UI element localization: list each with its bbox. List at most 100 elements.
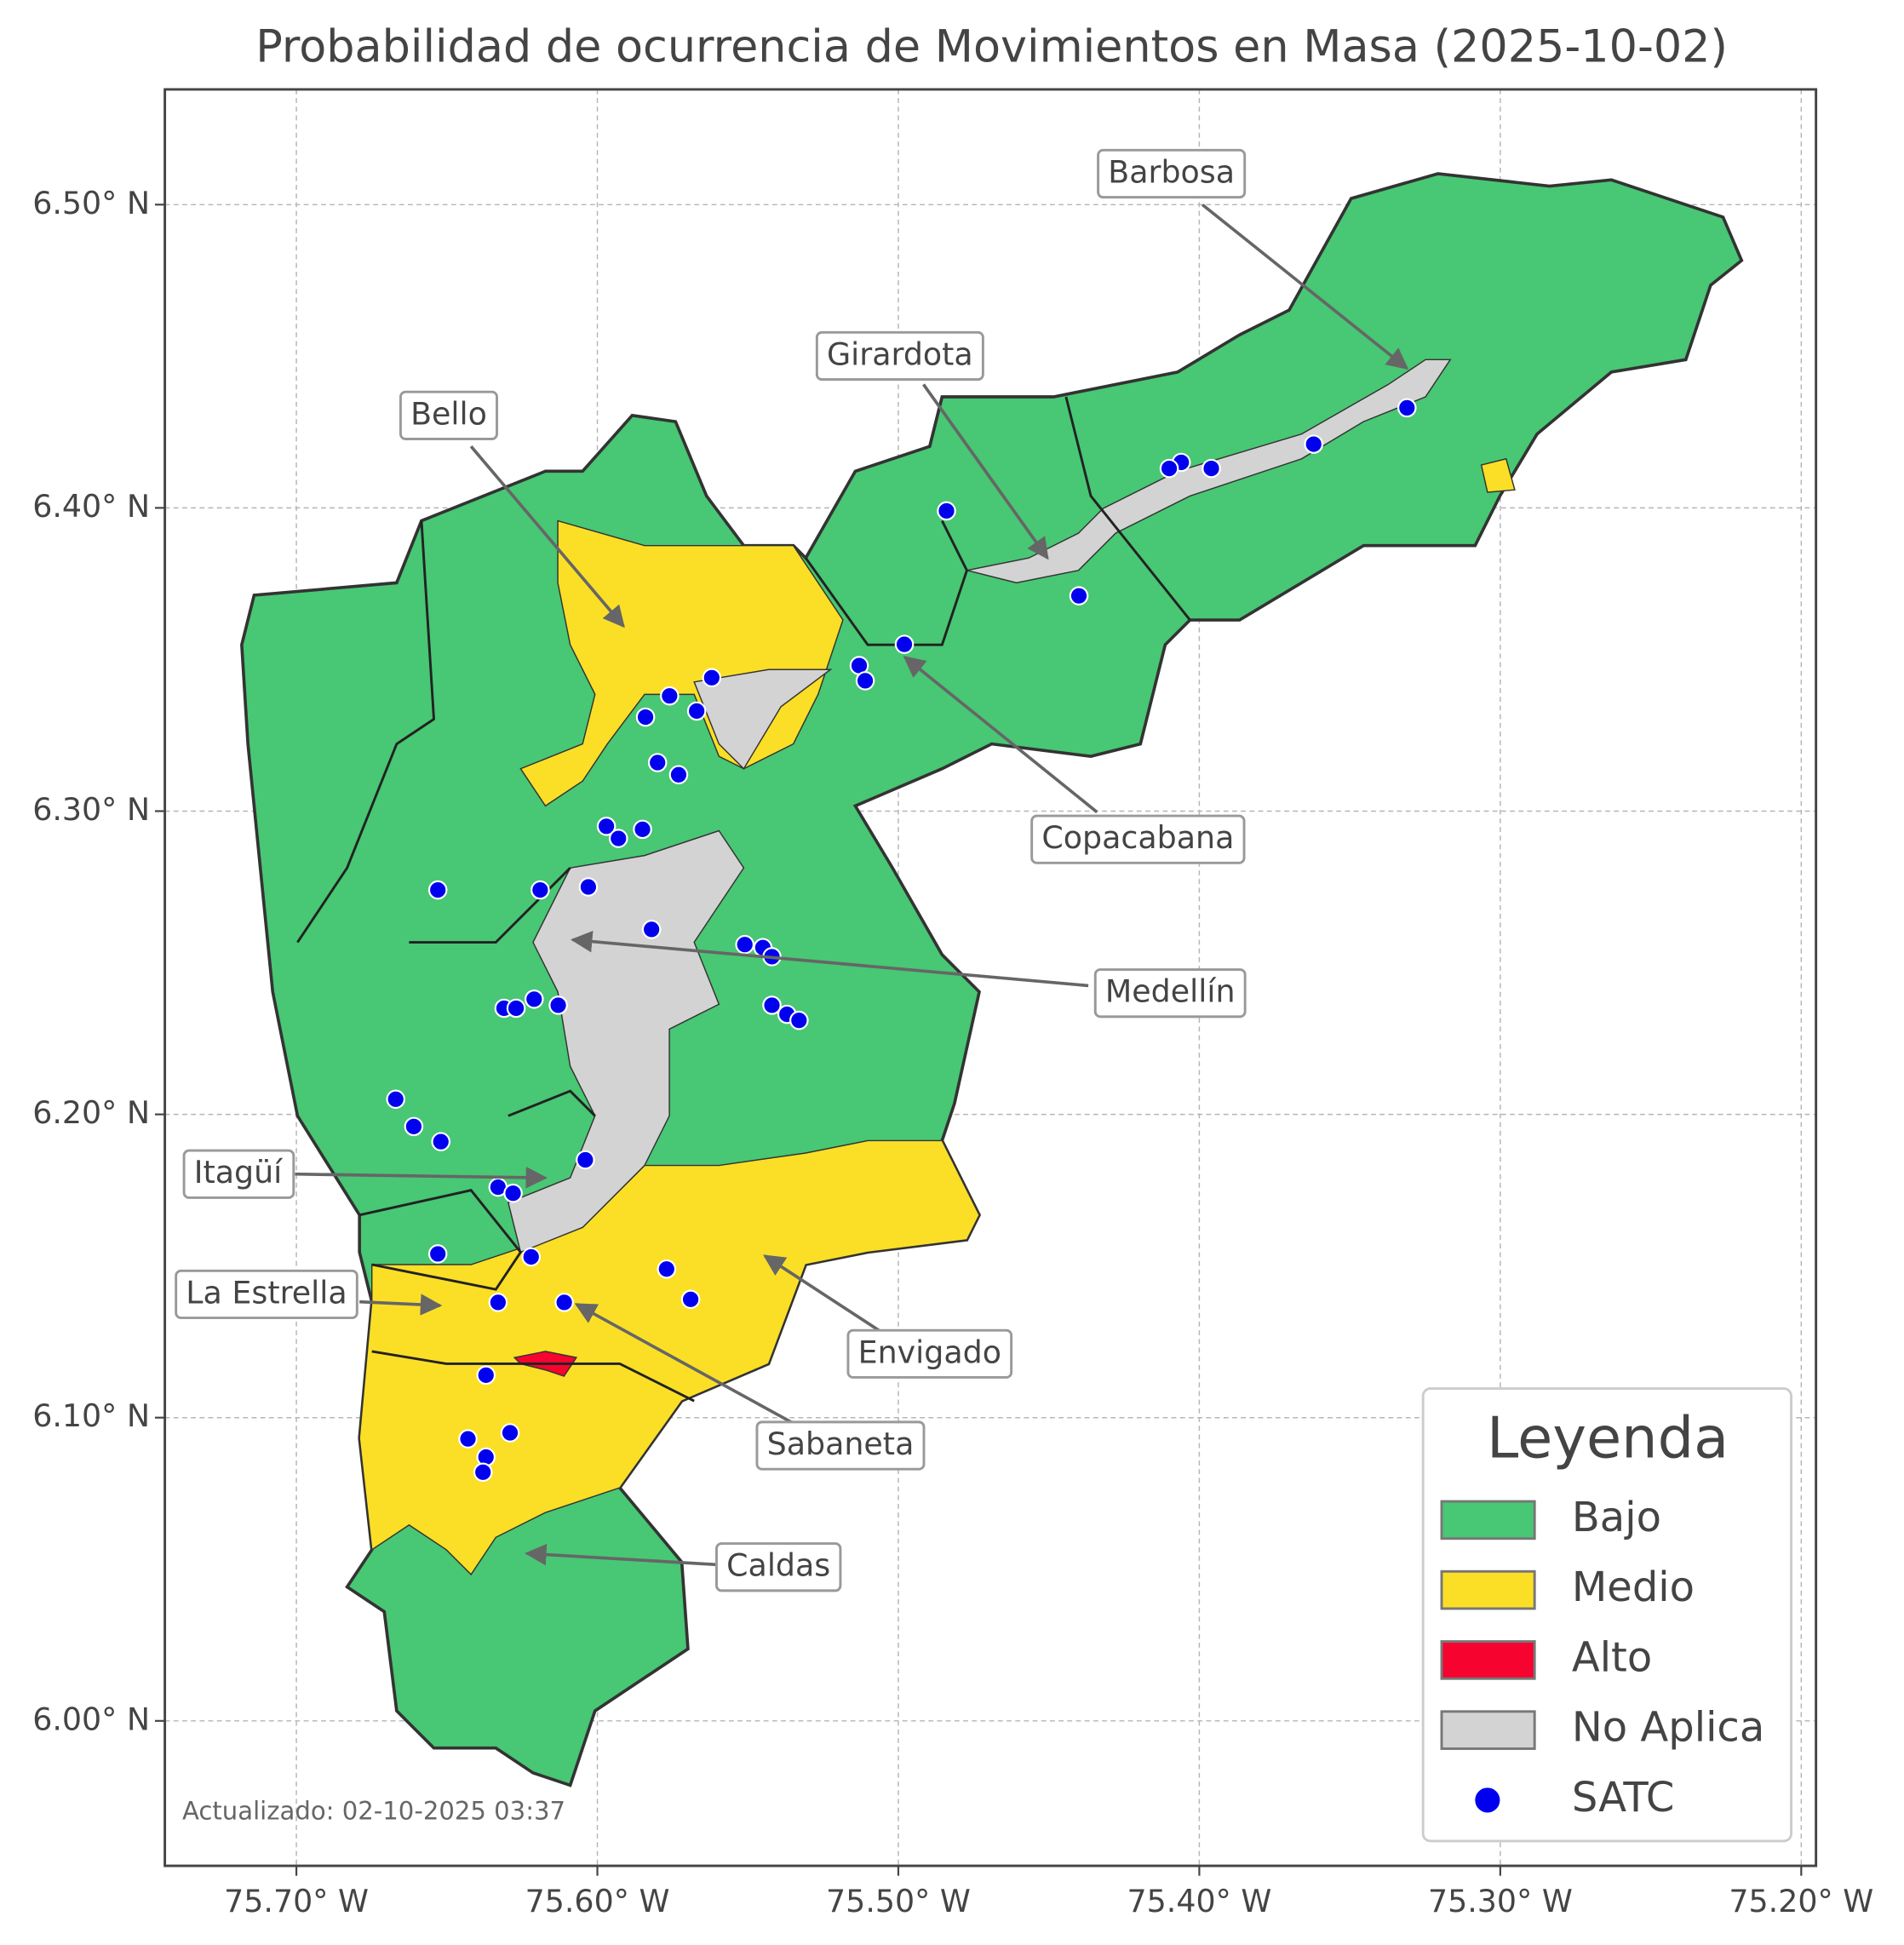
region <box>358 1139 980 1576</box>
satc-point <box>476 1365 496 1386</box>
region <box>1480 457 1516 493</box>
satc-point <box>1304 434 1324 454</box>
satc-point <box>789 1010 809 1030</box>
satc-point <box>386 1089 405 1110</box>
legend-label: Alto <box>1572 1633 1652 1681</box>
annotation-arrow <box>525 1543 717 1567</box>
annotation-box <box>846 1328 1013 1379</box>
annotation-box <box>1093 968 1247 1018</box>
legend-patch <box>1440 1640 1536 1680</box>
annotation-label: Itagüí <box>194 1154 284 1191</box>
satc-point <box>633 819 652 840</box>
satc-point <box>680 1289 701 1310</box>
satc-point <box>500 1423 520 1443</box>
boundary <box>358 1189 523 1291</box>
satc-point <box>608 829 628 848</box>
satc-point <box>525 990 544 1009</box>
annotation-box <box>1097 148 1247 199</box>
annotation-label: Girardota <box>827 336 973 372</box>
annotation-arrow <box>574 1302 794 1425</box>
satc-point <box>458 1429 478 1449</box>
legend-label: SATC <box>1572 1774 1675 1822</box>
satc-point <box>503 1183 523 1203</box>
y-tick-label: 6.10° N <box>32 1397 150 1434</box>
satc-point <box>686 701 707 721</box>
y-tick-label: 6.00° N <box>32 1701 150 1737</box>
satc-point <box>488 1293 508 1312</box>
x-tick-label: 75.40° W <box>1127 1883 1271 1919</box>
satc-point <box>521 1247 542 1267</box>
annotation-box <box>182 1149 295 1199</box>
satc-point <box>937 501 956 521</box>
satc-point <box>635 707 656 727</box>
annotation-box <box>1030 814 1246 864</box>
annotation-arrow <box>922 383 1049 560</box>
y-tick-label: 6.40° N <box>32 488 150 525</box>
boundary <box>371 1350 695 1403</box>
satc-point <box>668 765 689 785</box>
satc-point <box>702 668 722 688</box>
annotation-arrow <box>359 1294 443 1316</box>
annotation-arrow <box>1201 203 1409 370</box>
x-tick-label: 75.70° W <box>224 1883 369 1919</box>
annotation-box <box>715 1542 842 1592</box>
satc-point <box>1069 586 1089 605</box>
y-tick-label: 6.50° N <box>32 185 150 221</box>
satc-point <box>596 817 617 836</box>
satc-point <box>894 634 915 654</box>
satc-point <box>576 1150 595 1170</box>
legend-patch <box>1440 1500 1536 1541</box>
annotation-arrow <box>295 1167 548 1189</box>
annotation-label: Barbosa <box>1108 153 1235 190</box>
legend-label: No Aplica <box>1572 1704 1764 1752</box>
plot-frame <box>163 88 1818 1868</box>
satc-point <box>855 671 875 691</box>
satc-point <box>404 1116 424 1137</box>
annotation-box <box>815 330 984 382</box>
x-tick-label: 75.20° W <box>1729 1883 1873 1919</box>
annotation-label: Envigado <box>858 1334 1001 1370</box>
legend-title: Leyenda <box>1487 1405 1729 1472</box>
satc-point <box>735 934 754 955</box>
annotation-arrow <box>903 656 1098 814</box>
satc-point <box>506 998 526 1018</box>
x-tick-label: 75.30° W <box>1428 1883 1573 1919</box>
annotation-label: Copacabana <box>1041 819 1234 856</box>
satc-point <box>554 1293 574 1312</box>
y-tick-label: 6.20° N <box>32 1094 150 1131</box>
annotation-box <box>399 390 498 440</box>
annotation-box <box>755 1420 926 1471</box>
legend-label: Medio <box>1572 1563 1695 1611</box>
map-title: Probabilidad de ocurrencia de Movimiento… <box>255 20 1728 72</box>
satc-point <box>657 1259 677 1279</box>
boundary <box>1064 396 1191 621</box>
updated-note: Actualizado: 02-10-2025 03:37 <box>182 1796 565 1825</box>
annotation-label: Bello <box>410 395 487 432</box>
satc-point <box>578 877 599 897</box>
satc-point <box>530 880 550 900</box>
boundary <box>508 1089 596 1117</box>
annotation-arrow <box>763 1254 884 1334</box>
annotation-box <box>175 1269 358 1320</box>
boundary <box>805 519 969 646</box>
y-tick-label: 6.30° N <box>32 791 150 828</box>
region <box>507 829 745 1254</box>
annotation-arrow <box>571 930 1089 988</box>
boundary <box>296 520 436 944</box>
legend-patch <box>1440 1710 1536 1750</box>
region <box>693 668 833 770</box>
satc-point <box>427 1244 448 1264</box>
x-tick-label: 75.50° W <box>826 1883 971 1919</box>
satc-point <box>427 880 448 900</box>
satc-point <box>1159 458 1179 479</box>
satc-point <box>641 920 662 939</box>
legend-label: Bajo <box>1572 1494 1661 1541</box>
x-tick-label: 75.60° W <box>525 1883 670 1919</box>
annotation-label: Sabaneta <box>767 1426 915 1462</box>
legend-patch <box>1440 1569 1536 1610</box>
satc-point <box>431 1132 451 1151</box>
satc-point <box>1201 458 1221 479</box>
satc-point <box>647 753 668 772</box>
satc-point <box>660 686 680 706</box>
